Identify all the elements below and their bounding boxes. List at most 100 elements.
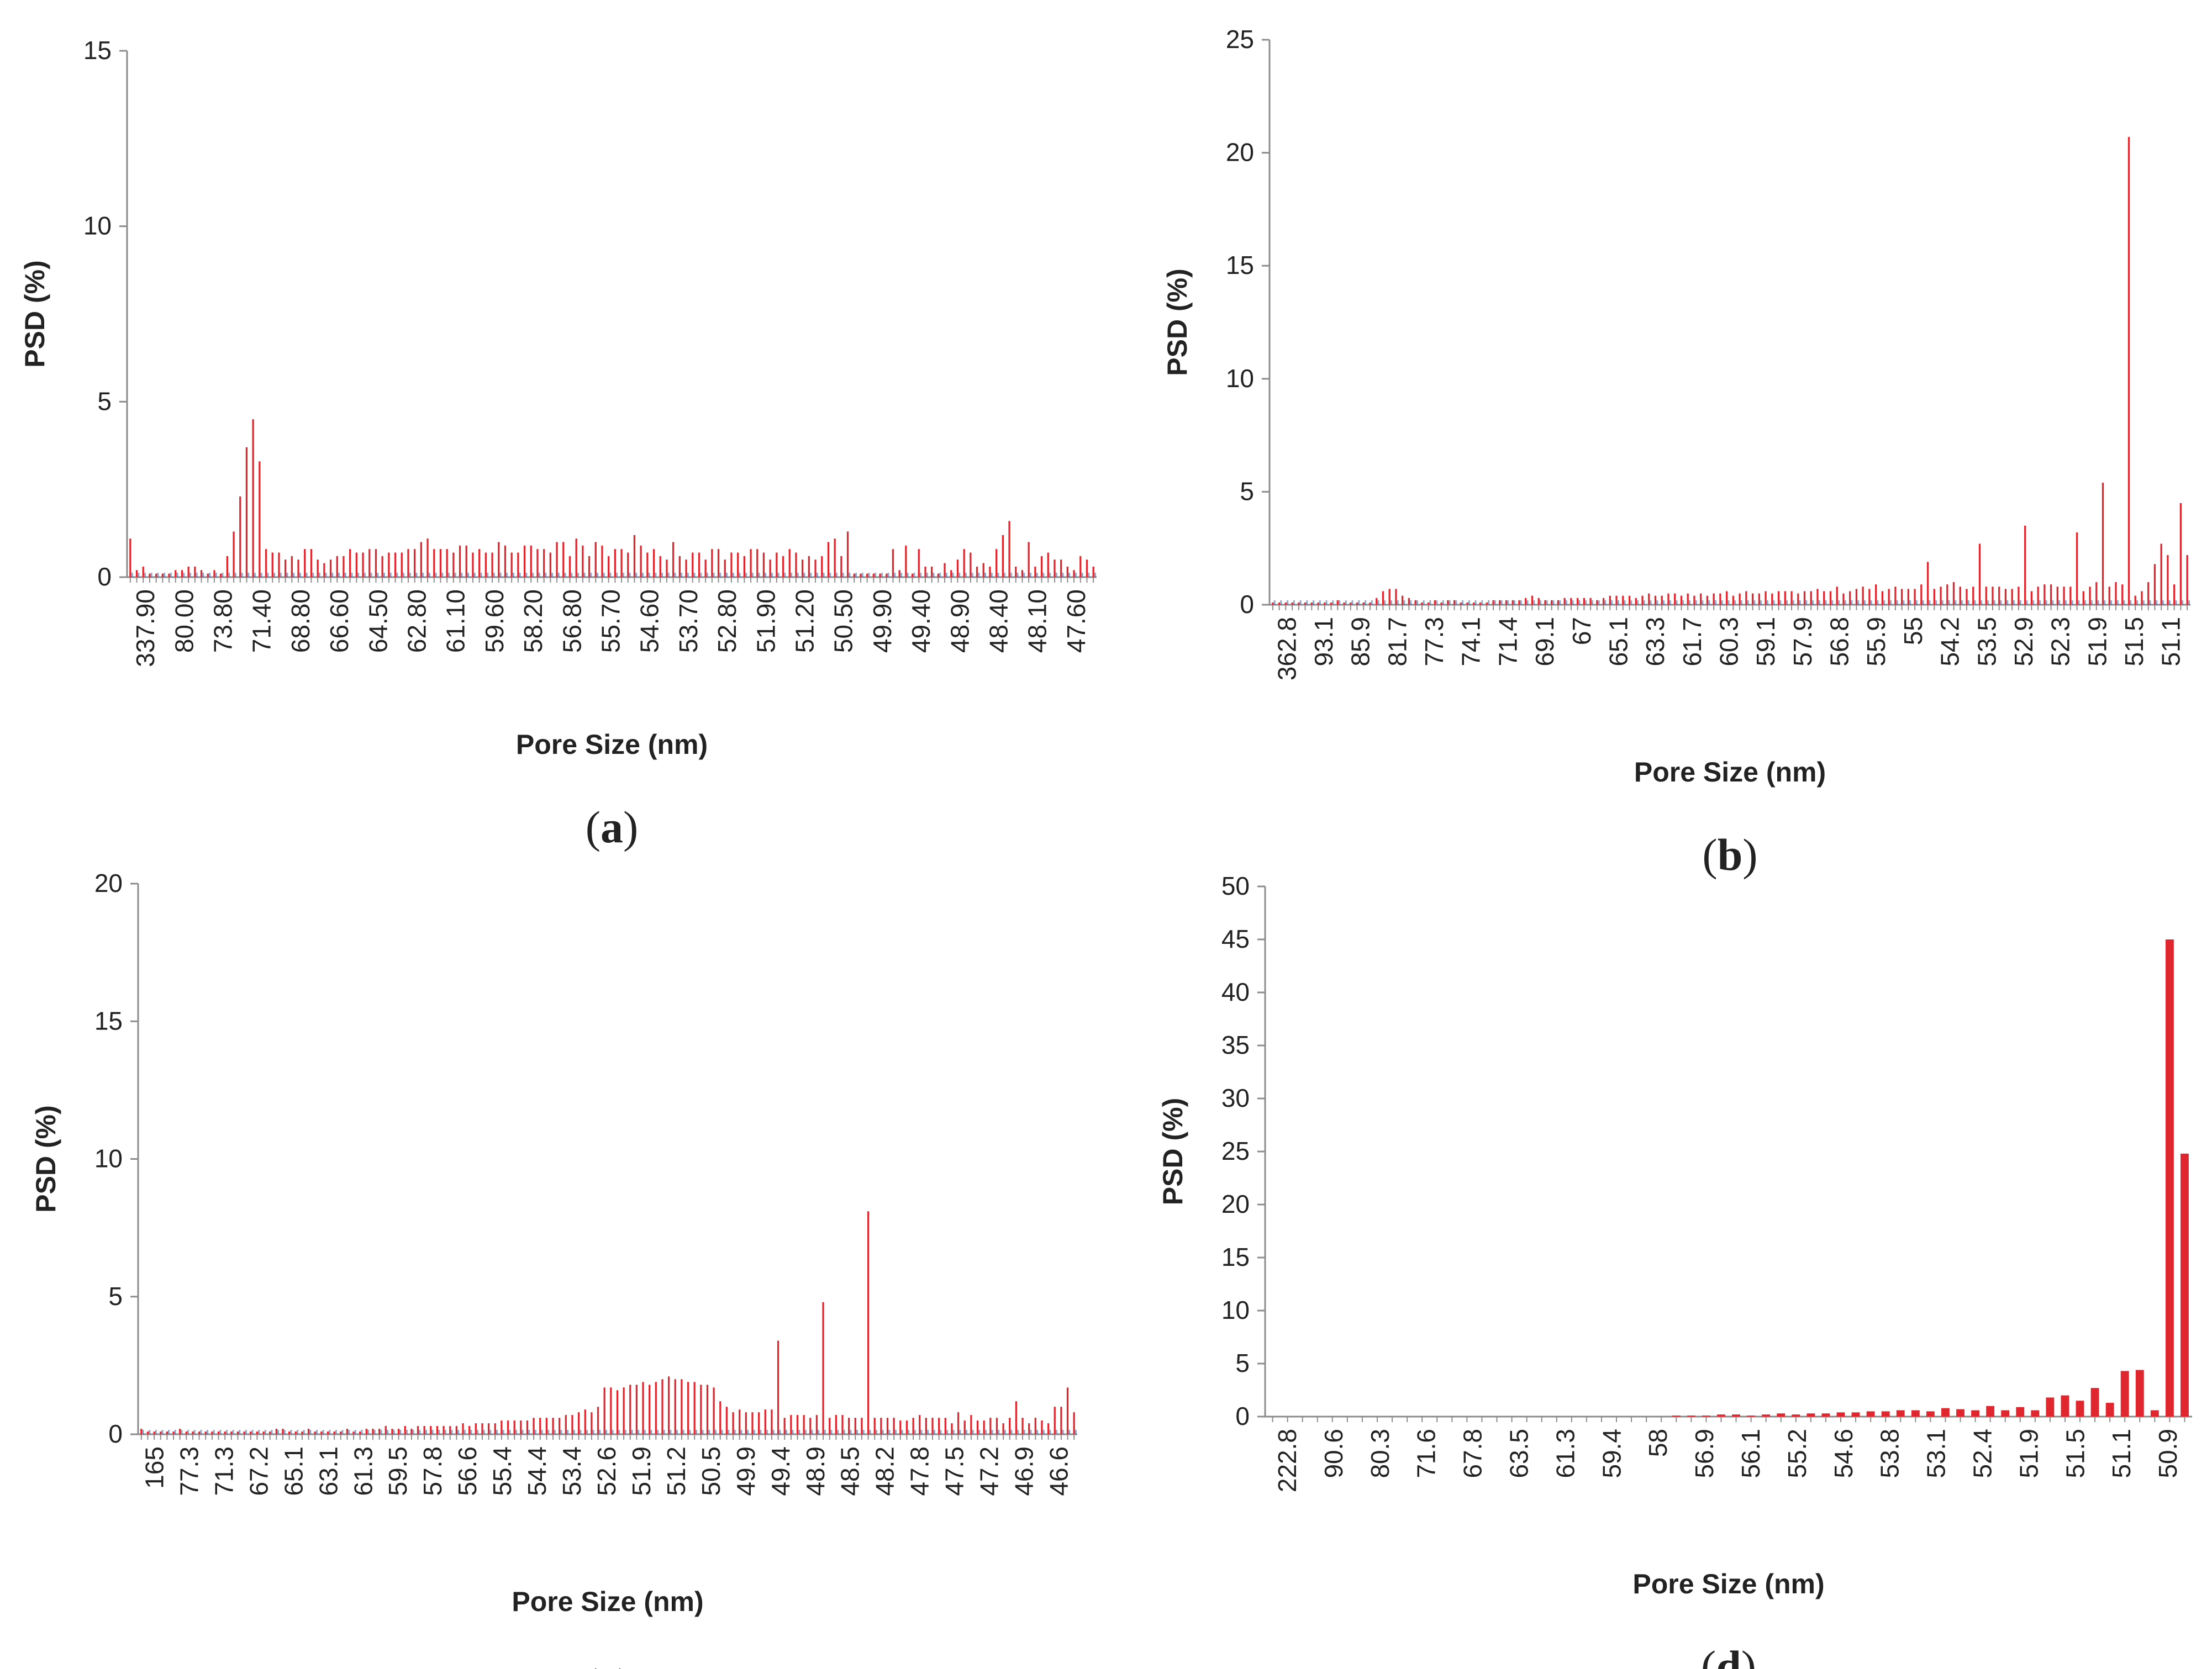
data-bar [584, 1409, 586, 1434]
secondary-bar [1929, 600, 1931, 605]
secondary-bar [403, 573, 405, 577]
data-bar [1702, 1416, 1710, 1417]
secondary-bar [286, 573, 288, 577]
data-bar [545, 1418, 548, 1434]
data-bar [446, 549, 448, 577]
secondary-bar [331, 573, 334, 577]
data-bar [1447, 600, 1449, 605]
data-bar [204, 1432, 207, 1434]
y-tick-label: 0 [108, 1419, 123, 1448]
data-bar [1836, 587, 1838, 605]
data-bar [278, 552, 280, 577]
secondary-bar [228, 573, 230, 577]
secondary-bar [927, 1430, 929, 1434]
x-tick-label: 63.3 [1641, 617, 1669, 667]
data-bar [739, 1409, 741, 1434]
data-bar [1732, 595, 1735, 605]
secondary-bar [144, 573, 146, 577]
x-tick-label: 85.9 [1346, 617, 1375, 667]
secondary-bar [946, 1430, 949, 1434]
data-bar [803, 1415, 805, 1434]
data-bar [827, 542, 830, 577]
data-bar [320, 1432, 323, 1434]
secondary-bar [1055, 573, 1057, 577]
x-tick-label: 52.9 [2009, 617, 2038, 667]
secondary-bar [232, 1430, 234, 1434]
secondary-bar [528, 1430, 530, 1434]
data-bar [2173, 584, 2176, 605]
secondary-bar [1669, 600, 1671, 605]
data-bar [1952, 582, 1955, 605]
secondary-bar [329, 1430, 331, 1434]
data-bar [142, 566, 144, 577]
secondary-bar [1287, 600, 1289, 605]
secondary-bar [522, 1430, 524, 1434]
secondary-bar [1598, 600, 1600, 605]
secondary-bar [1987, 600, 1989, 605]
secondary-bar [693, 573, 696, 577]
data-bar [487, 1423, 490, 1434]
secondary-bar [900, 573, 902, 577]
data-bar [1298, 602, 1300, 605]
secondary-bar [1624, 600, 1626, 605]
x-tick-label: 362.8 [1272, 617, 1301, 680]
y-tick-label: 5 [1235, 1349, 1250, 1377]
data-bar [711, 549, 713, 577]
secondary-bar [888, 1430, 891, 1434]
data-bar [771, 1409, 773, 1434]
secondary-bar [772, 1430, 775, 1434]
secondary-bar [758, 573, 760, 577]
data-bar [1933, 589, 1935, 605]
secondary-bar [157, 573, 159, 577]
data-bar [307, 1429, 310, 1434]
secondary-bar [2006, 600, 2009, 605]
secondary-bar [745, 573, 747, 577]
secondary-bar [1488, 600, 1490, 605]
data-bar [2061, 1395, 2069, 1417]
data-bar [2181, 1153, 2189, 1417]
secondary-bar [1935, 600, 1937, 605]
data-bar [1054, 1407, 1056, 1434]
secondary-bar [425, 1430, 427, 1434]
secondary-bar [202, 573, 204, 577]
secondary-bar [405, 1430, 408, 1434]
data-bar [1739, 593, 1741, 605]
data-bar [814, 559, 817, 577]
data-bar [1758, 593, 1760, 605]
secondary-bar [798, 1430, 800, 1434]
data-bar [957, 1412, 960, 1434]
data-bar [233, 531, 235, 577]
x-tick-label: 59.1 [1751, 617, 1780, 667]
data-bar [1073, 570, 1075, 577]
secondary-bar [480, 573, 482, 577]
secondary-bar [1075, 573, 1077, 577]
data-bar [620, 549, 623, 577]
data-bar [1654, 595, 1657, 605]
secondary-bar [1030, 1430, 1032, 1434]
secondary-bar [952, 573, 954, 577]
data-bar [211, 1432, 213, 1434]
secondary-bar [181, 1430, 183, 1434]
secondary-bar [309, 1430, 312, 1434]
data-bar [1066, 1387, 1069, 1434]
data-bar [1041, 1420, 1043, 1434]
data-bar [1609, 595, 1611, 605]
secondary-bar [1397, 600, 1399, 605]
y-tick-label: 50 [1221, 872, 1250, 900]
secondary-bar [512, 573, 514, 577]
data-bar [1894, 587, 1897, 605]
secondary-bar [843, 1430, 845, 1434]
data-bar [1920, 584, 1923, 605]
data-bar [1661, 595, 1663, 605]
secondary-bar [1325, 600, 1328, 605]
x-tick-label: 56.1 [1736, 1429, 1765, 1478]
secondary-bar [1695, 600, 1697, 605]
secondary-bar [997, 573, 999, 577]
data-bar [1797, 593, 1799, 605]
data-bar [758, 1412, 760, 1434]
data-bar [1395, 589, 1397, 605]
data-bar [649, 1385, 651, 1434]
data-bar [1823, 591, 1825, 605]
secondary-bar [577, 573, 579, 577]
data-bar [198, 1432, 201, 1434]
